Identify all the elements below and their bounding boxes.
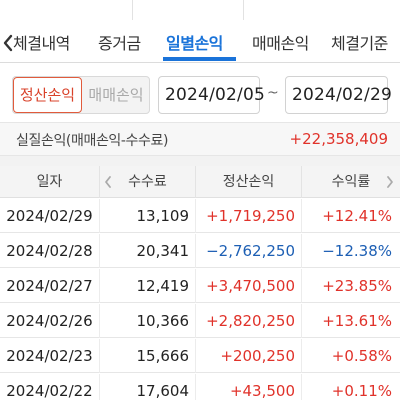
row-return-rate: −12.38% (322, 242, 392, 260)
table-row[interactable]: 2024/02/22 17,604 +43,500 +0.11% (0, 374, 400, 400)
row-return-rate: +13.61% (322, 312, 392, 330)
row-fee: 10,366 (100, 304, 196, 338)
pnl-type-segmented-control: 매매손익 정산손익 (12, 76, 150, 114)
net-pnl-summary: 실질손익(매매손익-수수료) +22,358,409 (0, 122, 400, 156)
active-tab-indicator (163, 57, 236, 61)
table-row[interactable]: 2024/02/23 15,666 +200,250 +0.58% (0, 339, 400, 373)
row-settlement-pnl: +1,719,250 (196, 199, 302, 233)
row-settlement-pnl: +2,820,250 (196, 304, 302, 338)
row-fee: 12,419 (100, 269, 196, 303)
table-row[interactable]: 2024/02/28 20,341 −2,762,250 −12.38% (0, 234, 400, 268)
header-date: 일자 (0, 166, 100, 198)
row-fee: 15,666 (100, 339, 196, 373)
tab-daily-pnl[interactable]: 일별손익 (166, 34, 223, 53)
end-date-field[interactable]: 2024/02/29 (285, 76, 392, 114)
header-chevron-left-icon[interactable] (104, 175, 112, 189)
top-tab-bar: 체결내역 증거금 일별손익 매매손익 체결기준 (0, 0, 400, 62)
tab-margin[interactable]: 증거금 (98, 34, 141, 53)
row-return-rate: +0.11% (331, 382, 392, 400)
tab-execution-history[interactable]: 체결내역 (13, 34, 70, 53)
table-row[interactable]: 2024/02/27 12,419 +3,470,500 +23.85% (0, 269, 400, 303)
row-date: 2024/02/26 (0, 304, 100, 338)
row-date: 2024/02/27 (0, 269, 100, 303)
tab-execution-basis[interactable]: 체결기준 (331, 34, 388, 53)
row-date: 2024/02/22 (0, 374, 100, 400)
tab-divider (0, 62, 400, 63)
header-fee: 수수료 (100, 166, 196, 198)
tab-bar-divider (132, 0, 133, 20)
table-row[interactable]: 2024/02/26 10,366 +2,820,250 +13.61% (0, 304, 400, 338)
segment-settlement-pnl[interactable]: 정산손익 (13, 77, 82, 113)
tab-trade-pnl[interactable]: 매매손익 (252, 34, 309, 53)
start-date-field[interactable]: 2024/02/05 (158, 76, 265, 114)
row-fee: 20,341 (100, 234, 196, 268)
table-row[interactable]: 2024/02/29 13,109 +1,719,250 +12.41% (0, 199, 400, 233)
row-fee: 17,604 (100, 374, 196, 400)
segment-trade-pnl[interactable]: 매매손익 (88, 86, 144, 104)
row-date: 2024/02/29 (0, 199, 100, 233)
net-pnl-label: 실질손익(매매손익-수수료) (16, 133, 169, 149)
header-settlement-pnl: 정산손익 (196, 166, 302, 198)
header-return-rate: 수익률 (331, 174, 371, 190)
table-header: 일자 수수료 정산손익 수익률 (0, 166, 400, 198)
header-chevron-right-icon[interactable] (386, 175, 394, 189)
row-settlement-pnl: −2,762,250 (196, 234, 302, 268)
row-settlement-pnl: +43,500 (196, 374, 302, 400)
row-return-rate: +0.58% (331, 347, 392, 365)
row-settlement-pnl: +3,470,500 (196, 269, 302, 303)
section-gap (0, 156, 400, 166)
row-date: 2024/02/28 (0, 234, 100, 268)
row-return-rate: +12.41% (322, 207, 392, 225)
row-settlement-pnl: +200,250 (196, 339, 302, 373)
chevron-left-icon[interactable] (3, 34, 13, 52)
date-range-separator: ~ (267, 85, 279, 101)
row-return-rate: +23.85% (322, 277, 392, 295)
row-date: 2024/02/23 (0, 339, 100, 373)
net-pnl-value: +22,358,409 (289, 130, 388, 148)
tab-bar-divider (243, 0, 244, 20)
row-fee: 13,109 (100, 199, 196, 233)
